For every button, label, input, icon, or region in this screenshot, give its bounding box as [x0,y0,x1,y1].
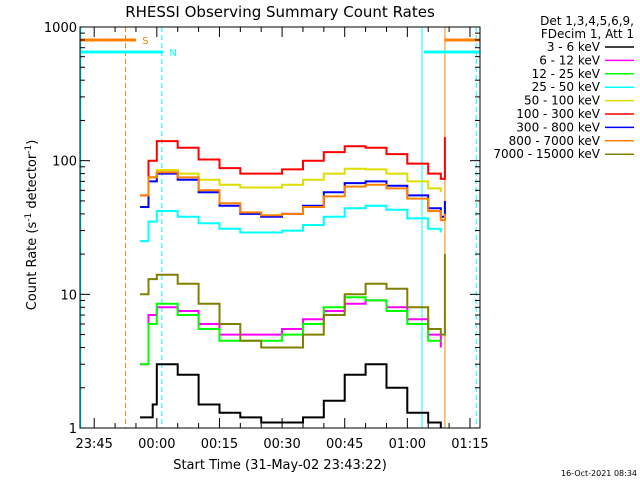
y-tick-label-0: 1 [69,422,77,437]
series-line-1 [140,299,442,366]
legend-header-line-2: FDecim 1, Att 1 [541,27,634,41]
series-line-4 [140,167,442,208]
x-tick-label-4: 00:45 [326,437,363,452]
y-axis-label-mid: detector [25,153,40,213]
series-line-2 [140,296,441,366]
y-axis-label-main: Count Rate (s [25,222,40,311]
legend-entry-1: 6 - 12 keV [539,53,601,67]
legend-entry-5: 100 - 300 keV [516,107,600,121]
x-tick-label-1: 00:00 [138,437,175,452]
series-line-3 [140,204,442,243]
y-axis-label: Count Rate (s-1 detector-1) [24,140,40,311]
y-tick-label-2: 100 [52,155,77,170]
axes-frame [79,26,481,429]
legend-entry-4: 50 - 100 keV [524,94,601,108]
y-tick-label-3: 1000 [44,21,77,36]
series-line-5 [140,137,446,197]
footer-timestamp: 16-Oct-2021 08:34 [561,469,637,478]
y-axis-label-end: ) [25,140,40,145]
series-line-8 [140,254,446,349]
status-label-n: N [169,48,176,59]
status-label-s: S [142,36,148,47]
x-tick-label-5: 01:00 [389,437,426,452]
legend-entry-7: 800 - 7000 keV [509,134,601,148]
legend-entry-3: 25 - 50 keV [532,80,601,94]
x-axis-label: Start Time (31-May-02 23:43:22) [173,458,387,473]
legend-header-line-1: Det 1,3,4,5,6,9, [540,14,634,28]
series-line-7 [140,171,446,221]
legend-entry-2: 12 - 25 keV [532,67,601,81]
legend-entry-0: 3 - 6 keV [547,40,601,54]
chart-title: RHESSI Observing Summary Count Rates [125,3,435,21]
plot-area: S N 1 10 100 1000 23:45 00:00 00:15 00:30 00:45 01:… [44,21,489,452]
x-tick-label-3: 00:30 [263,437,300,452]
y-axis-label-sup2: -1 [24,145,34,154]
legend-entry-6: 300 - 800 keV [516,120,600,134]
x-tick-label-2: 00:15 [201,437,238,452]
legend: Det 1,3,4,5,6,9, FDecim 1, Att 1 3 - 6 k… [493,14,634,161]
x-tick-label-0: 23:45 [75,437,112,452]
y-tick-label-1: 10 [60,288,77,303]
x-tick-label-6: 01:15 [451,437,488,452]
legend-entry-8: 7000 - 15000 keV [493,147,600,161]
series-line-0 [140,363,442,428]
y-axis-label-sup1: -1 [24,213,34,222]
